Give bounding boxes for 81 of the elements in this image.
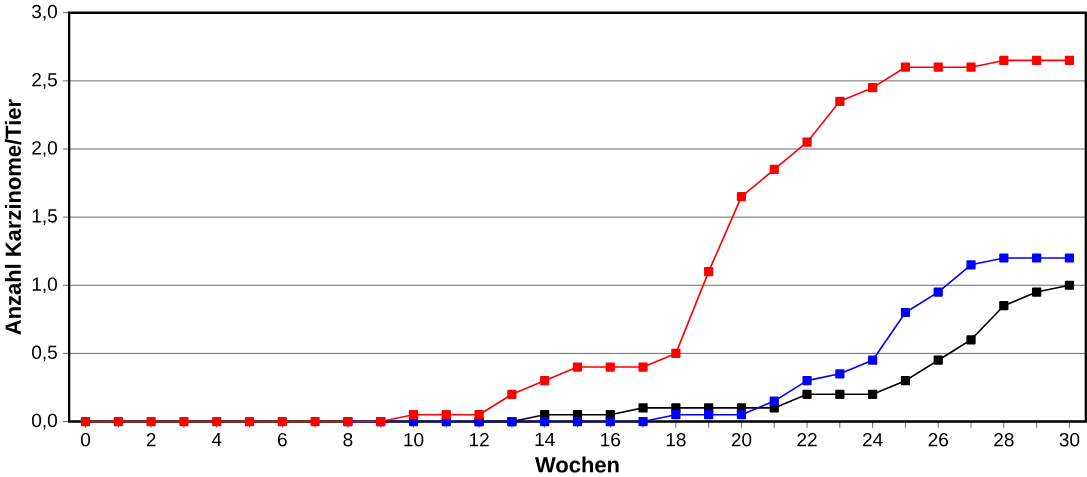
- point: [900, 375, 911, 386]
- x-tick-label: 6: [277, 432, 287, 447]
- point: [868, 82, 878, 93]
- x-tick-label: 10: [404, 432, 424, 447]
- x-tick-label: 28: [994, 432, 1014, 447]
- point: [179, 416, 189, 426]
- point: [999, 253, 1009, 263]
- point: [507, 389, 517, 399]
- y-tick-label: 0,5: [32, 345, 57, 362]
- y-axis-title: Anzahl Karzinome/Tier: [4, 99, 22, 335]
- point: [244, 416, 255, 426]
- point: [1064, 55, 1075, 65]
- point: [769, 396, 779, 406]
- point: [572, 362, 583, 372]
- point: [572, 416, 583, 426]
- x-tick-label: 26: [928, 432, 948, 447]
- point: [638, 403, 648, 413]
- point: [605, 416, 615, 426]
- point: [212, 416, 222, 426]
- point: [736, 191, 747, 202]
- x-tick-label: 8: [343, 432, 353, 447]
- point: [802, 137, 812, 147]
- point: [1064, 253, 1075, 263]
- point: [1032, 55, 1042, 65]
- point: [966, 334, 976, 345]
- point: [900, 62, 911, 72]
- y-tick-label: 0,0: [32, 413, 57, 430]
- point: [835, 369, 845, 379]
- x-tick-label: 30: [1059, 432, 1080, 447]
- point: [999, 55, 1009, 65]
- point: [605, 362, 615, 372]
- point: [540, 416, 550, 426]
- point: [835, 96, 845, 106]
- x-tick-label: 20: [731, 432, 752, 447]
- point: [310, 416, 320, 426]
- point: [146, 416, 156, 426]
- point: [638, 416, 648, 426]
- point: [540, 375, 550, 386]
- point: [868, 355, 878, 365]
- x-tick-label: 22: [797, 432, 817, 447]
- point: [638, 362, 648, 372]
- point: [933, 355, 943, 365]
- y-tick-label: 1,0: [32, 277, 57, 293]
- point: [441, 409, 451, 420]
- point: [966, 259, 976, 270]
- point: [933, 62, 943, 72]
- x-tick-label: 14: [535, 432, 555, 446]
- point: [933, 287, 943, 297]
- point: [277, 416, 287, 426]
- point: [736, 409, 747, 420]
- point: [769, 164, 779, 174]
- point: [113, 416, 123, 426]
- point: [408, 409, 419, 420]
- point: [1064, 280, 1075, 290]
- point: [802, 389, 812, 399]
- point: [474, 409, 484, 420]
- point: [835, 389, 845, 399]
- x-tick-label: 4: [211, 432, 222, 446]
- x-axis-title: Wochen: [535, 456, 619, 473]
- y-tick-label: 2,5: [32, 72, 57, 89]
- point: [802, 375, 812, 386]
- point: [704, 266, 714, 277]
- x-tick-label: 0: [80, 432, 91, 447]
- x-tick-label: 12: [469, 432, 489, 447]
- point: [1032, 287, 1042, 297]
- point: [868, 389, 878, 399]
- point: [1032, 253, 1042, 263]
- point: [80, 416, 91, 426]
- y-tick-label: 2,0: [32, 140, 57, 157]
- x-tick-label: 16: [601, 432, 621, 447]
- x-tick-label: 18: [666, 432, 686, 447]
- point: [999, 300, 1009, 311]
- point: [704, 409, 714, 420]
- point: [900, 307, 911, 317]
- point: [671, 348, 681, 358]
- y-tick-label: 1,5: [32, 209, 57, 225]
- point: [966, 62, 976, 72]
- x-tick-label: 2: [146, 432, 156, 447]
- x-tick-label: 24: [863, 432, 883, 447]
- y-tick-label: 3,0: [32, 4, 57, 21]
- point: [671, 409, 681, 420]
